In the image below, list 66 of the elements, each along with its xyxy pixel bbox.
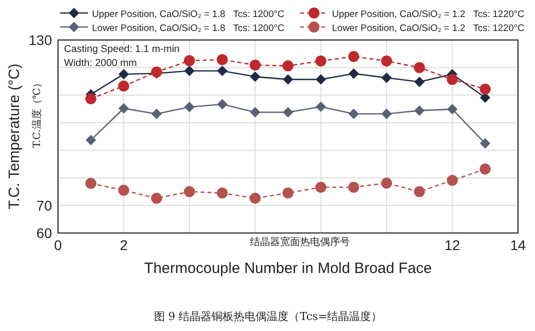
x-tick-label: 0 [54, 237, 62, 253]
annotation: Width: 2000 mm [64, 58, 137, 69]
point [348, 108, 359, 119]
point [118, 103, 129, 114]
point [118, 69, 129, 80]
point [85, 93, 96, 104]
point [480, 84, 491, 95]
point [151, 192, 162, 204]
point [446, 174, 458, 186]
point [446, 74, 458, 85]
text: T.C.温度（℃） [31, 78, 43, 148]
legend-label: Upper Position, CaO/SiO₂ = 1.8 Tcs: 1200°C [92, 9, 285, 20]
point [152, 108, 162, 119]
y-tick-label: 60 [36, 225, 52, 241]
caption: 图 9 结晶器铜板热电偶温度（Tcs=结晶温度） [154, 310, 382, 323]
y-tick-label: 70 [36, 197, 52, 214]
point [414, 76, 424, 87]
point [381, 178, 392, 189]
x-axis-title: Thermocouple Number in Mold Broad Face [144, 260, 432, 277]
point [184, 102, 194, 112]
annotation: Casting Speed: 1.1 m-min [64, 44, 180, 55]
point [216, 54, 228, 66]
point [217, 66, 228, 76]
point [118, 184, 130, 196]
point [414, 106, 424, 116]
point [250, 72, 260, 82]
point [282, 60, 294, 72]
point [348, 68, 359, 79]
point [184, 55, 195, 66]
legend-label: Lower Position, CaO/SiO₂ = 1.2 Tcs: 1220°C [332, 23, 525, 34]
point [216, 188, 228, 199]
point [348, 51, 360, 62]
point [283, 107, 293, 118]
point [315, 55, 326, 66]
point [282, 188, 294, 199]
point [86, 135, 96, 146]
point [381, 55, 392, 66]
point [480, 92, 490, 103]
point [382, 108, 392, 119]
point [316, 102, 326, 112]
point [184, 186, 195, 198]
point [382, 72, 392, 83]
point [85, 178, 96, 189]
point [414, 62, 425, 74]
text: 结晶器宽面热电偶序号 [250, 236, 350, 248]
point [480, 138, 490, 148]
point [283, 74, 293, 84]
point [315, 182, 326, 193]
legend-label: Lower Position, CaO/SiO₂ = 1.8 Tcs: 1200°C [92, 23, 285, 34]
point [184, 66, 194, 76]
point [250, 107, 260, 118]
point [250, 60, 261, 71]
x-tick-label: 12 [444, 237, 460, 253]
x-tick-label: 14 [510, 237, 526, 253]
point [414, 186, 425, 198]
y-tick-label: 130 [28, 32, 52, 48]
point [348, 182, 360, 193]
point [217, 99, 228, 110]
point [316, 74, 326, 84]
y-axis-title: T.C. Temperature (°C) [6, 64, 23, 210]
legend-label: Upper Position, CaO/SiO₂ = 1.2 Tcs: 1220°C [332, 9, 525, 20]
point [480, 164, 491, 175]
point [447, 104, 458, 114]
point [250, 192, 261, 204]
point [118, 80, 130, 92]
x-tick-label: 2 [120, 237, 128, 253]
